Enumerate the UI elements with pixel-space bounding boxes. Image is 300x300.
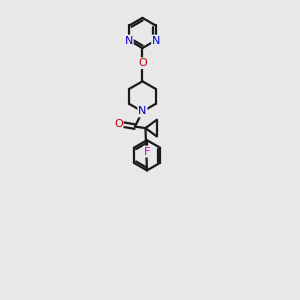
Text: F: F bbox=[144, 146, 150, 157]
Text: O: O bbox=[138, 58, 147, 68]
Text: N: N bbox=[152, 35, 160, 46]
Text: N: N bbox=[138, 106, 147, 116]
Text: N: N bbox=[124, 35, 133, 46]
Text: O: O bbox=[114, 119, 123, 129]
